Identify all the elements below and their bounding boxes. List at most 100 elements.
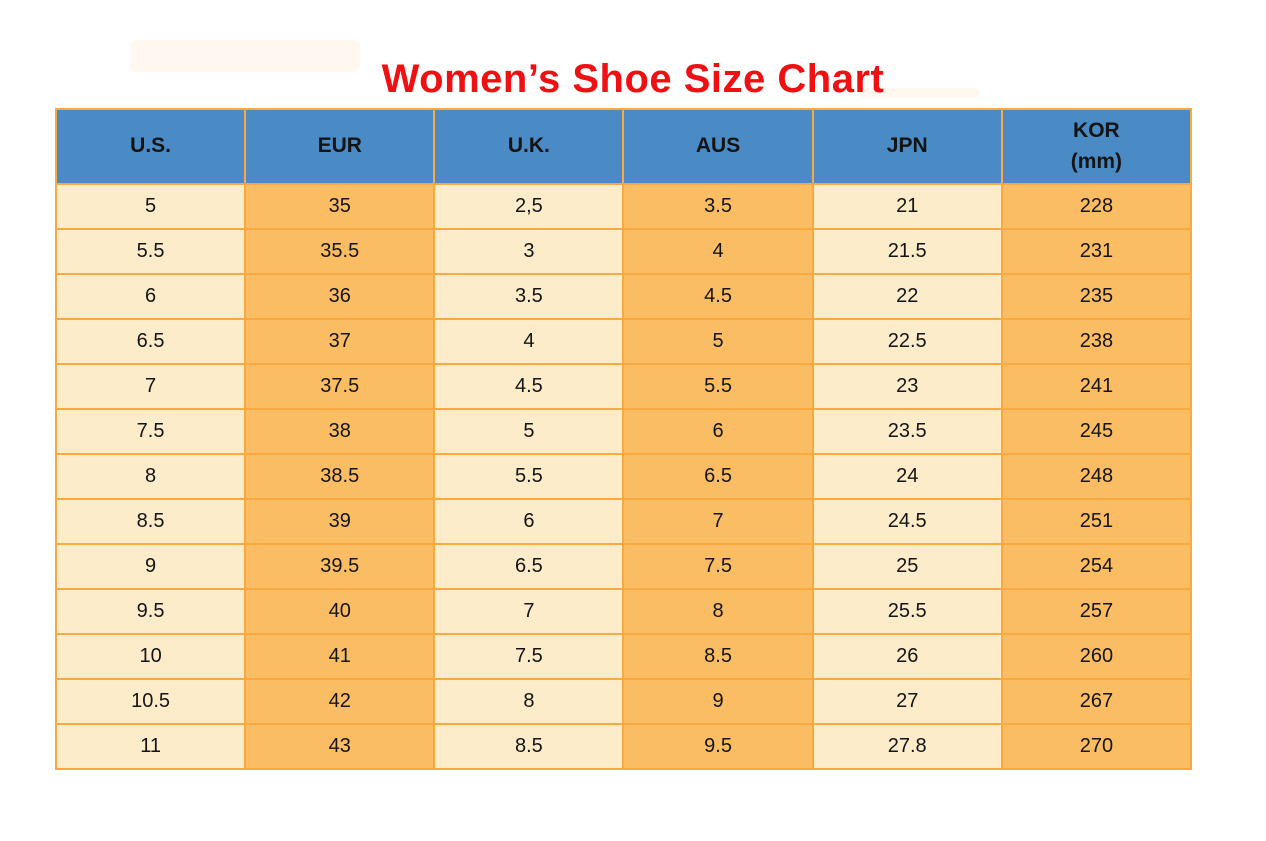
table-cell: 8.5 [622, 633, 814, 680]
table-cell: 37 [244, 318, 436, 365]
column-header-kor-label: KOR [1073, 119, 1120, 143]
table-cell: 35 [244, 183, 436, 230]
table-cell: 228 [1000, 183, 1193, 230]
table-cell: 43 [244, 723, 436, 770]
table-cell: 267 [1000, 678, 1193, 725]
table-row: 7 37.5 4.5 5.5 23 241 [54, 363, 1193, 410]
column-header-kor: KOR (mm) [1000, 108, 1193, 185]
table-cell: 4.5 [433, 363, 625, 410]
table-cell: 21 [811, 183, 1003, 230]
table-header-row: U.S. EUR U.K. AUS JPN KOR (mm) [54, 108, 1193, 185]
table-row: 6.5 37 4 5 22.5 238 [54, 318, 1193, 365]
table-cell: 6 [54, 273, 247, 320]
table-cell: 8.5 [54, 498, 247, 545]
table-cell: 5.5 [54, 228, 247, 275]
table-cell: 3 [433, 228, 625, 275]
table-cell: 4 [433, 318, 625, 365]
table-cell: 5 [433, 408, 625, 455]
table-row: 8 38.5 5.5 6.5 24 248 [54, 453, 1193, 500]
table-cell: 7 [54, 363, 247, 410]
table-cell: 6 [622, 408, 814, 455]
table-cell: 41 [244, 633, 436, 680]
table-row: 10.5 42 8 9 27 267 [54, 678, 1193, 725]
table-row: 5.5 35.5 3 4 21.5 231 [54, 228, 1193, 275]
table-cell: 248 [1000, 453, 1193, 500]
table-cell: 241 [1000, 363, 1193, 410]
table-cell: 38 [244, 408, 436, 455]
table-cell: 9 [54, 543, 247, 590]
table-row: 10 41 7.5 8.5 26 260 [54, 633, 1193, 680]
table-cell: 23.5 [811, 408, 1003, 455]
table-cell: 4.5 [622, 273, 814, 320]
table-cell: 2,5 [433, 183, 625, 230]
table-cell: 8 [622, 588, 814, 635]
column-header-kor-unit: (mm) [1070, 149, 1123, 173]
table-cell: 39.5 [244, 543, 436, 590]
table-cell: 5.5 [433, 453, 625, 500]
table-cell: 7.5 [622, 543, 814, 590]
table-cell: 5 [622, 318, 814, 365]
table-row: 6 36 3.5 4.5 22 235 [54, 273, 1193, 320]
table-cell: 4 [622, 228, 814, 275]
table-cell: 5.5 [622, 363, 814, 410]
shoe-size-table: U.S. EUR U.K. AUS JPN KOR (mm) 5 35 2,5 3.5… [54, 108, 1193, 770]
table-body: 5 35 2,5 3.5 21 228 5.5 35.5 3 4 21.5 231 6 36 3.5 4.5 2… [54, 183, 1193, 770]
table-cell: 22 [811, 273, 1003, 320]
table-cell: 251 [1000, 498, 1193, 545]
table-row: 7.5 38 5 6 23.5 245 [54, 408, 1193, 455]
column-header-uk: U.K. [433, 108, 625, 185]
table-cell: 6.5 [54, 318, 247, 365]
table-cell: 10 [54, 633, 247, 680]
table-cell: 6.5 [622, 453, 814, 500]
table-cell: 39 [244, 498, 436, 545]
table-cell: 36 [244, 273, 436, 320]
table-cell: 260 [1000, 633, 1193, 680]
table-row: 9.5 40 7 8 25.5 257 [54, 588, 1193, 635]
table-cell: 24.5 [811, 498, 1003, 545]
table-cell: 6 [433, 498, 625, 545]
table-cell: 7.5 [433, 633, 625, 680]
table-cell: 37.5 [244, 363, 436, 410]
column-header-eur: EUR [244, 108, 436, 185]
table-cell: 5 [54, 183, 247, 230]
table-cell: 231 [1000, 228, 1193, 275]
table-cell: 11 [54, 723, 247, 770]
table-cell: 21.5 [811, 228, 1003, 275]
table-cell: 22.5 [811, 318, 1003, 365]
table-cell: 26 [811, 633, 1003, 680]
table-cell: 235 [1000, 273, 1193, 320]
table-cell: 7 [433, 588, 625, 635]
table-cell: 8.5 [433, 723, 625, 770]
table-cell: 42 [244, 678, 436, 725]
table-cell: 7 [622, 498, 814, 545]
table-cell: 245 [1000, 408, 1193, 455]
column-header-us: U.S. [54, 108, 247, 185]
table-row: 9 39.5 6.5 7.5 25 254 [54, 543, 1193, 590]
table-cell: 254 [1000, 543, 1193, 590]
table-cell: 9 [622, 678, 814, 725]
table-cell: 23 [811, 363, 1003, 410]
table-cell: 8 [54, 453, 247, 500]
table-row: 8.5 39 6 7 24.5 251 [54, 498, 1193, 545]
table-cell: 3.5 [433, 273, 625, 320]
table-cell: 9.5 [622, 723, 814, 770]
table-cell: 38.5 [244, 453, 436, 500]
table-row: 5 35 2,5 3.5 21 228 [54, 183, 1193, 230]
table-cell: 238 [1000, 318, 1193, 365]
table-cell: 27.8 [811, 723, 1003, 770]
column-header-aus: AUS [622, 108, 814, 185]
table-cell: 3.5 [622, 183, 814, 230]
table-cell: 257 [1000, 588, 1193, 635]
table-cell: 40 [244, 588, 436, 635]
table-cell: 8 [433, 678, 625, 725]
page-title: Women’s Shoe Size Chart [381, 56, 885, 101]
table-cell: 7.5 [54, 408, 247, 455]
column-header-jpn: JPN [811, 108, 1003, 185]
table-cell: 10.5 [54, 678, 247, 725]
table-cell: 35.5 [244, 228, 436, 275]
table-cell: 25 [811, 543, 1003, 590]
table-cell: 25.5 [811, 588, 1003, 635]
table-cell: 6.5 [433, 543, 625, 590]
table-header: U.S. EUR U.K. AUS JPN KOR (mm) [54, 108, 1193, 185]
